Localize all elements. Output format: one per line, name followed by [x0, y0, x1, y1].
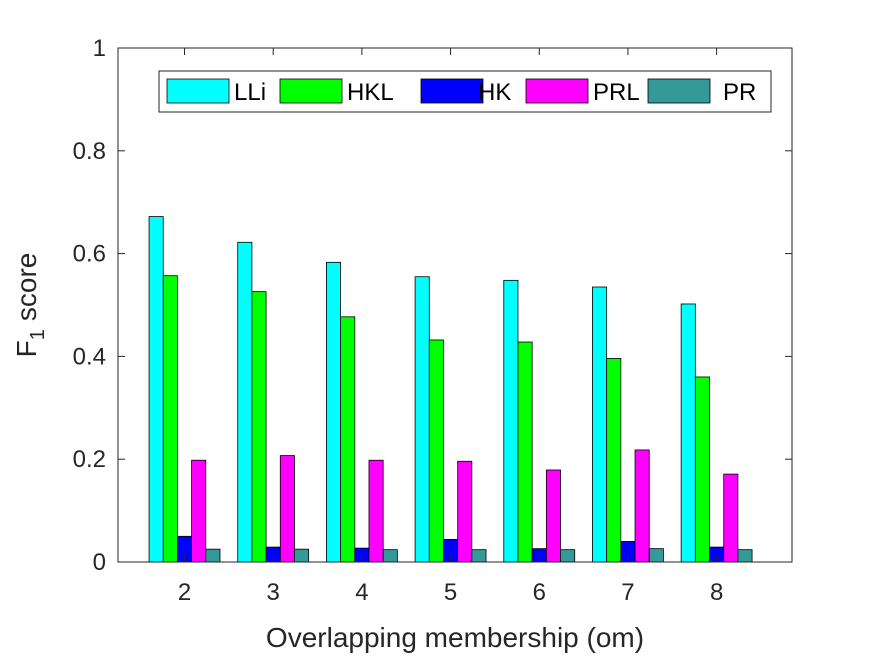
- legend-swatch-pr: [647, 78, 711, 104]
- x-axis-label: Overlapping membership (om): [266, 622, 644, 653]
- bars-group: [148, 216, 753, 563]
- x-tick-label: 5: [444, 579, 457, 606]
- bar-hkl-4: [340, 316, 356, 563]
- bar-prl-8: [723, 473, 739, 563]
- legend-label-prl: PRL: [593, 79, 640, 106]
- x-tick-label: 6: [533, 579, 546, 606]
- x-tick-label: 8: [710, 579, 723, 606]
- bar-lli-6: [503, 279, 519, 563]
- bar-lli-5: [414, 276, 430, 563]
- bar-lli-2: [148, 216, 164, 563]
- x-tick-label: 7: [621, 579, 634, 606]
- legend-label-hkl: HKL: [347, 79, 394, 106]
- bar-pr-5: [471, 549, 487, 563]
- y-axis-label-subscript: 1: [27, 329, 49, 340]
- legend-label-pr: PR: [723, 79, 756, 106]
- bar-hkl-2: [162, 275, 178, 563]
- axes-box: [117, 47, 793, 563]
- y-axis-label-suffix: score: [11, 253, 42, 321]
- bar-prl-2: [191, 459, 207, 563]
- bar-prl-6: [545, 469, 561, 563]
- bar-hkl-6: [517, 341, 533, 563]
- x-tick-label: 3: [267, 579, 280, 606]
- legend-label-hk: HK: [478, 79, 511, 106]
- plot-area: [118, 48, 792, 562]
- bar-hkl-8: [694, 376, 710, 563]
- bar-lli-3: [237, 241, 253, 563]
- y-tick-label: 0: [93, 549, 106, 576]
- y-axis-label-main: F: [11, 340, 42, 357]
- bar-hkl-3: [251, 291, 267, 563]
- bar-lli-8: [680, 303, 696, 563]
- legend-swatch-prl: [525, 78, 589, 104]
- bar-pr-2: [205, 548, 221, 563]
- y-tick-label: 0.4: [73, 343, 106, 370]
- bar-pr-8: [737, 549, 753, 563]
- bar-prl-5: [457, 460, 473, 563]
- y-tick-label: 1: [93, 35, 106, 62]
- y-axis-label: F1 score: [11, 253, 49, 358]
- bar-prl-3: [279, 455, 295, 563]
- legend-swatch-hk: [420, 78, 484, 104]
- bar-lli-7: [592, 286, 608, 563]
- bar-pr-7: [648, 548, 664, 563]
- bar-pr-4: [382, 549, 398, 563]
- bar-prl-7: [634, 449, 650, 563]
- bar-pr-3: [294, 548, 310, 563]
- y-tick-label: 0.2: [73, 446, 106, 473]
- bar-pr-6: [560, 549, 576, 563]
- legend-swatch-hkl: [279, 78, 343, 104]
- bar-prl-4: [368, 459, 384, 563]
- legend-swatch-lli: [166, 78, 230, 104]
- legend: LLi HKL HK PRL PR: [158, 70, 772, 113]
- tick-labels-group: 0 0.2 0.4 0.6 0.8 1 2 3 4 5 6 7 8: [73, 35, 724, 606]
- bar-hkl-7: [606, 358, 622, 563]
- bar-lli-4: [326, 261, 342, 563]
- bar-hkl-5: [428, 339, 444, 563]
- axes-group: [117, 47, 793, 563]
- x-tick-label: 2: [178, 579, 191, 606]
- y-tick-label: 0.8: [73, 138, 106, 165]
- x-tick-label: 4: [355, 579, 368, 606]
- y-tick-label: 0.6: [73, 241, 106, 268]
- legend-label-lli: LLi: [234, 79, 266, 106]
